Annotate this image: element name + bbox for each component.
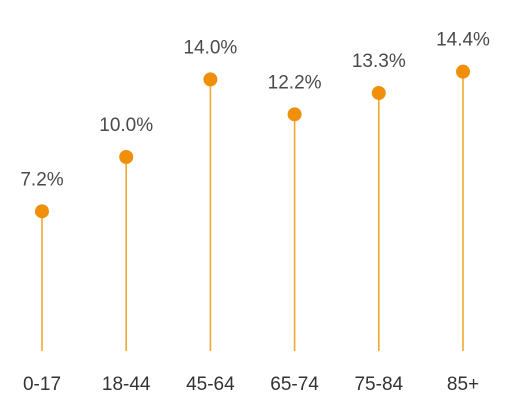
marker-65-74: [287, 107, 302, 122]
marker-18-44: [119, 150, 134, 164]
value-label-18-44: 10.0%: [99, 115, 153, 136]
marker-45-64: [203, 72, 218, 87]
value-label-45-64: 14.0%: [183, 37, 237, 58]
value-label-75-84: 13.3%: [352, 51, 406, 72]
markers-group: [35, 64, 470, 219]
category-label-18-44: 18-44: [102, 374, 151, 394]
category-labels-group: 0-17 18-44 45-64 65-74 75-84 85+: [23, 374, 479, 394]
value-label-85+: 14.4%: [436, 30, 490, 51]
category-label-85+: 85+: [447, 374, 479, 394]
category-label-65-74: 65-74: [270, 374, 319, 394]
value-label-65-74: 12.2%: [268, 72, 322, 93]
stems-group: [41, 71, 464, 351]
category-label-75-84: 75-84: [354, 374, 403, 394]
value-labels-group: 7.2% 10.0% 14.0% 12.2% 13.3% 14.4%: [20, 30, 490, 191]
value-label-0-17: 7.2%: [20, 169, 63, 190]
marker-0-17: [35, 204, 49, 219]
category-label-45-64: 45-64: [186, 374, 235, 394]
marker-75-84: [371, 85, 386, 100]
category-label-0-17: 0-17: [23, 374, 61, 394]
marker-85+: [456, 64, 470, 79]
